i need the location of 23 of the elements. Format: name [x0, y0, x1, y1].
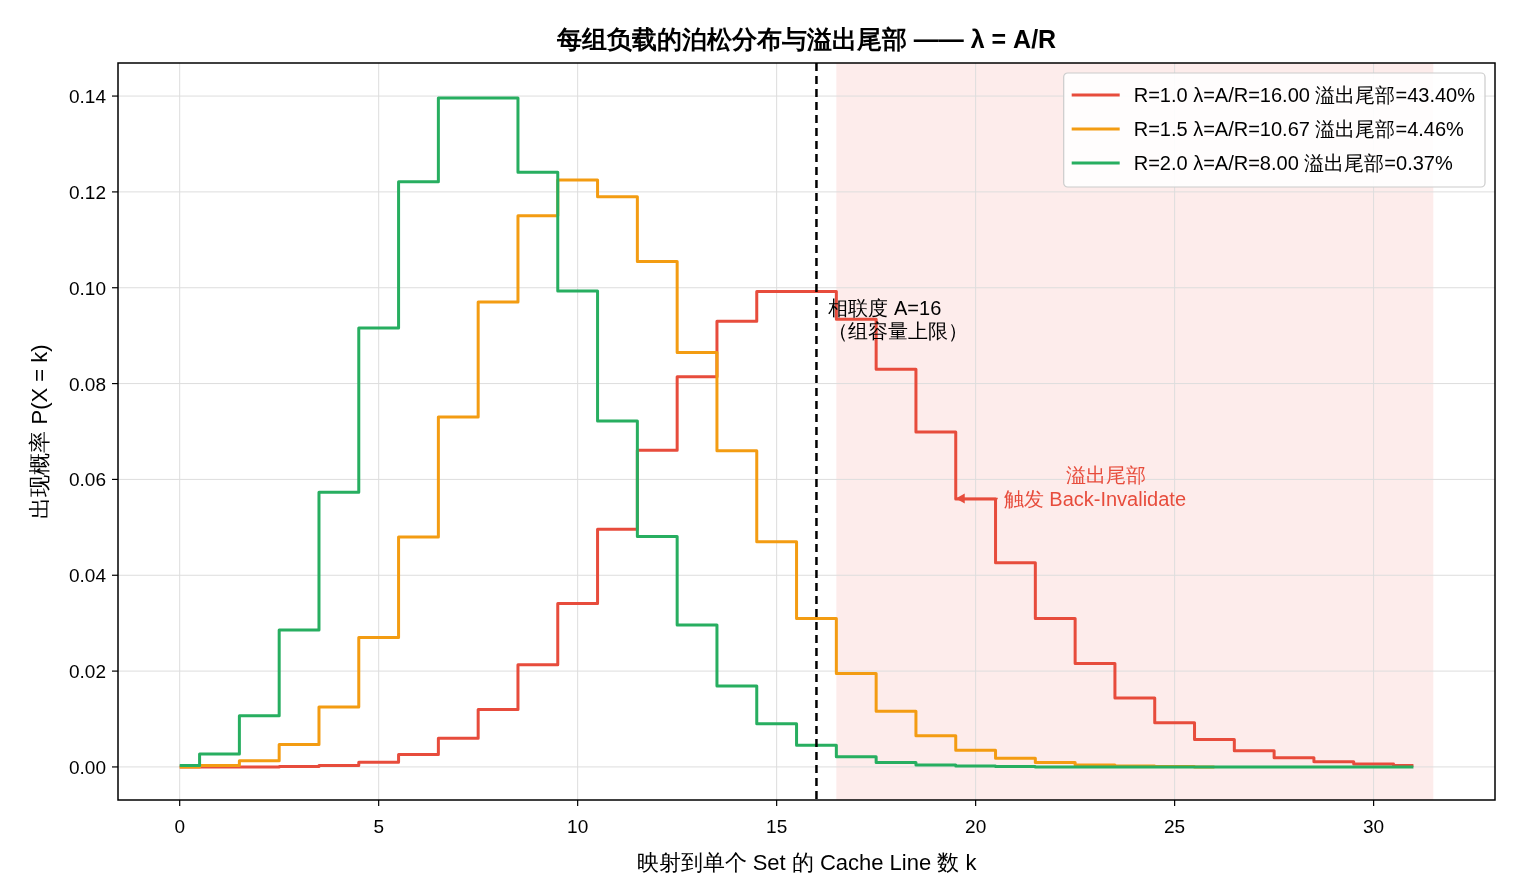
y-tick-label: 0.10 — [69, 277, 106, 299]
x-tick-label: 10 — [567, 816, 589, 837]
legend-label: R=2.0 λ=A/R=8.00 溢出尾部=0.37% — [1133, 152, 1453, 174]
x-tick-label: 15 — [766, 816, 788, 837]
chart-title: 每组负载的泊松分布与溢出尾部 —— λ = A/R — [555, 25, 1057, 53]
x-tick-label: 5 — [373, 816, 384, 837]
annotation: 溢出尾部 — [1065, 463, 1146, 486]
x-axis-title: 映射到单个 Set 的 Cache Line 数 k — [636, 850, 978, 875]
y-tick-label: 0.02 — [69, 661, 106, 683]
annotation: 触发 Back-Invalidate — [1003, 487, 1187, 510]
x-tick-label: 0 — [174, 816, 185, 837]
y-tick-label: 0.14 — [69, 86, 107, 108]
y-tick-label: 0.06 — [69, 469, 106, 491]
y-tick-label: 0.00 — [69, 756, 106, 778]
legend-label: R=1.5 λ=A/R=10.67 溢出尾部=4.46% — [1133, 118, 1465, 140]
x-tick-label: 25 — [1164, 816, 1186, 837]
legend-label: R=1.0 λ=A/R=16.00 溢出尾部=43.40% — [1133, 84, 1476, 106]
y-axis-title: 出现概率 P(X = k) — [27, 344, 52, 519]
y-tick-label: 0.04 — [69, 565, 107, 587]
x-tick-label: 30 — [1363, 816, 1385, 837]
y-tick-label: 0.08 — [69, 373, 106, 395]
y-tick-label: 0.12 — [69, 181, 106, 203]
x-tick-label: 20 — [965, 816, 987, 837]
